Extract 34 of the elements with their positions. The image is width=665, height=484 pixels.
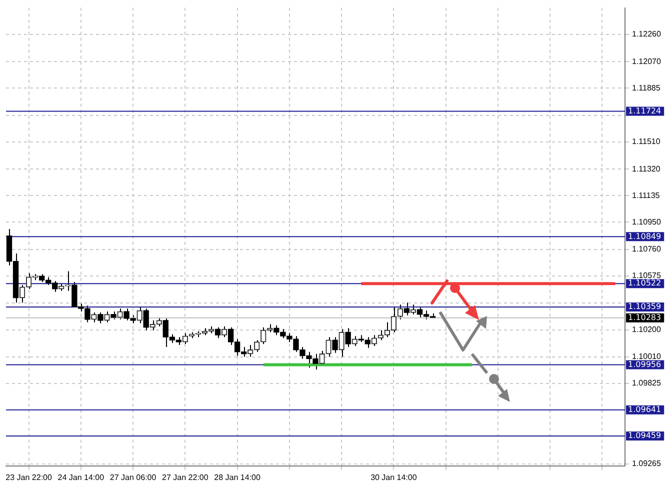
- ref-line-label: 1.10359: [628, 302, 662, 312]
- ref-line-label: 1.11724: [628, 106, 662, 116]
- y-tick-label: 1.11320: [632, 164, 661, 174]
- candlestick: [378, 330, 384, 341]
- y-tick-label: 1.09825: [632, 378, 662, 388]
- y-tick-label: 1.10760: [632, 244, 662, 254]
- ref-line-label: 1.09459: [628, 431, 662, 440]
- x-tick-label: 27 Jan 22:00: [162, 473, 209, 482]
- y-tick-label: 1.10200: [632, 324, 662, 334]
- ref-line-label: 1.10522: [628, 278, 662, 288]
- y-tick-label: 1.11510: [632, 137, 661, 146]
- y-tick-label: 1.12070: [632, 56, 662, 66]
- ref-line-label: 1.09641: [628, 405, 662, 414]
- y-tick-label: 1.09265: [632, 459, 662, 468]
- x-tick-label: 23 Jan 22:00: [6, 473, 52, 482]
- candlestick: [143, 308, 149, 331]
- candlestick: [214, 326, 221, 339]
- ref-line-label: 1.10849: [628, 232, 662, 241]
- y-tick-label: 1.12260: [632, 30, 662, 39]
- y-tick-label: 1.10010: [632, 352, 662, 362]
- candlestick: [332, 336, 338, 354]
- candlestick: [98, 312, 104, 324]
- y-tick-label: 1.11135: [632, 190, 660, 200]
- x-tick-label: 30 Jan 14:00: [370, 473, 418, 482]
- y-tick-label: 1.10950: [632, 217, 662, 226]
- y-tick-label: 1.11885: [632, 83, 661, 92]
- candlestick: [345, 328, 351, 348]
- ref-line-label: 1.10283: [628, 312, 662, 322]
- ref-line-label: 1.09956: [628, 360, 662, 369]
- x-tick-label: 28 Jan 14:00: [214, 473, 261, 482]
- x-tick-label: 24 Jan 14:00: [58, 473, 105, 482]
- candlestick: [404, 302, 410, 316]
- x-tick-label: 27 Jan 06:00: [110, 473, 157, 482]
- y-tick-label: 1.10575: [632, 271, 662, 280]
